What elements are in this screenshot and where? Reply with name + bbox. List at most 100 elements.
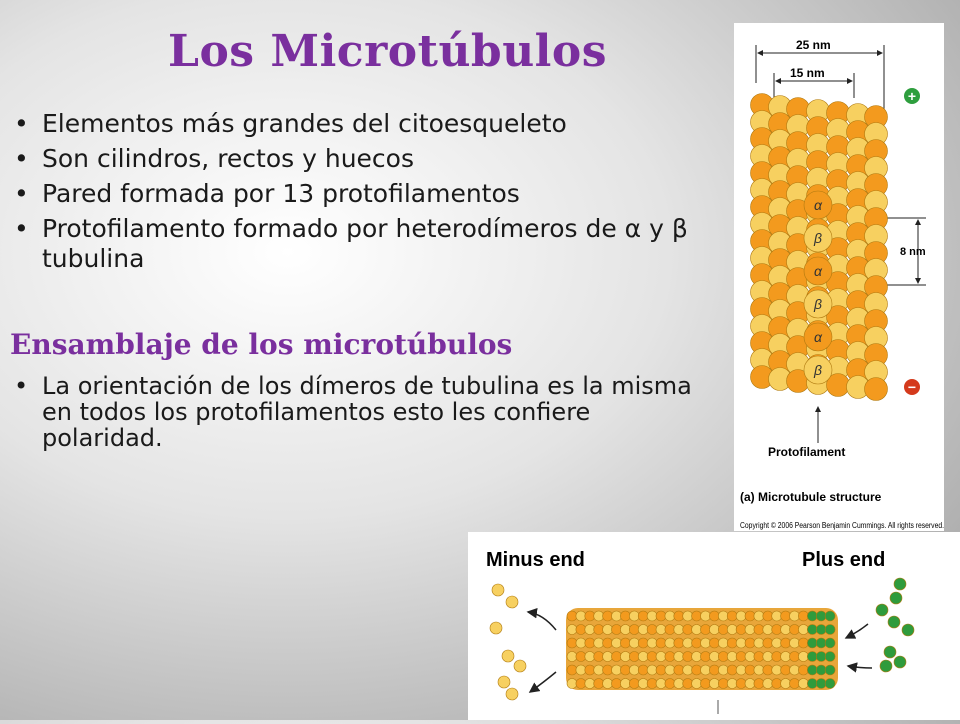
tubulin-subunit <box>629 624 640 635</box>
microtubule-polarity-figure: Minus end Plus end <box>468 532 960 720</box>
tubulin-subunit <box>700 651 711 662</box>
tubulin-subunit <box>726 637 738 649</box>
bullet-list: • Elementos más grandes del citoesqueleto… <box>6 109 706 279</box>
minus-end-arrow-bottom <box>528 671 557 693</box>
tubulin-subunit <box>762 678 774 689</box>
incoming-subunit <box>879 659 893 673</box>
dim-dimer-label: 8 nm <box>900 246 926 258</box>
tubulin-subunit <box>735 624 747 635</box>
tubulin-subunit <box>771 624 783 635</box>
tubulin-subunit <box>780 610 791 622</box>
beta-subunit <box>803 223 833 253</box>
tubulin-subunit <box>646 637 658 649</box>
tubulin-subunit <box>575 651 587 662</box>
tubulin-subunit <box>664 624 676 635</box>
new-subunit <box>815 678 827 689</box>
tubulin-subunit <box>753 664 765 676</box>
free-subunits <box>489 577 915 701</box>
tubulin-subunit <box>682 624 693 635</box>
tubulin-subunit <box>611 678 622 689</box>
tubulin-subunit <box>664 664 676 676</box>
tubulin-subunit <box>735 664 747 676</box>
bullet-item: • Pared formada por 13 protofilamentos <box>14 179 520 208</box>
new-subunit <box>815 637 827 649</box>
tubulin-subunit <box>798 651 809 662</box>
tubulin-subunit <box>744 637 756 649</box>
tubulin-subunit <box>735 610 747 622</box>
tubulin-subunit <box>637 624 649 635</box>
tubulin-subunit <box>780 624 791 635</box>
tubulin-subunit <box>718 624 729 635</box>
tubulin-subunit <box>593 624 604 635</box>
tubulin-subunit <box>700 664 711 676</box>
tubulin-subunit <box>780 678 791 689</box>
tubulin-subunit <box>673 664 685 676</box>
plus-sign: + <box>908 88 916 104</box>
tubulin-subunit <box>744 664 756 676</box>
tubulin-subunit <box>664 637 676 649</box>
tubulin-subunit <box>655 624 667 635</box>
tubulin-subunit <box>593 678 604 689</box>
new-subunit <box>806 651 818 662</box>
plus-end-arrow-bottom <box>846 662 873 673</box>
tubulin-subunit <box>798 637 809 649</box>
polarity-cylinder-subunits <box>566 610 836 689</box>
tubulin-subunit <box>762 637 774 649</box>
tubulin-subunit <box>584 637 596 649</box>
tubulin-subunit <box>566 651 578 662</box>
bullet-item: • Protofilamento formado por heterodímero… <box>14 214 688 273</box>
subunit-label: α <box>814 329 823 345</box>
tubulin-subunit <box>709 637 720 649</box>
tubulin-subunit <box>682 678 693 689</box>
bullet-dot: • <box>14 109 29 138</box>
tubulin-subunit <box>575 678 587 689</box>
bullet-item: • La orientación de los dímeros de tubuli… <box>14 372 692 452</box>
tubulin-subunit <box>718 664 729 676</box>
tubulin-subunit <box>646 651 658 662</box>
tubulin-subunit <box>735 678 747 689</box>
tubulin-subunit <box>637 678 649 689</box>
tubulin-subunit <box>798 664 809 676</box>
tubulin-subunit <box>789 664 800 676</box>
tubulin-subunit <box>602 637 613 649</box>
tubulin-subunit <box>620 651 631 662</box>
tubulin-subunit <box>718 610 729 622</box>
tubulin-subunit <box>575 664 587 676</box>
tubulin-subunit <box>620 664 631 676</box>
new-subunit <box>824 610 836 622</box>
tubulin-subunit <box>566 624 578 635</box>
tubulin-subunit <box>771 637 783 649</box>
tubulin-subunit <box>593 610 604 622</box>
incoming-subunit <box>883 645 897 659</box>
tubulin-subunit <box>664 678 676 689</box>
tubulin-subunit <box>664 610 676 622</box>
tubulin-subunit <box>566 610 578 622</box>
tubulin-subunit <box>753 610 765 622</box>
tubulin-subunit <box>700 637 711 649</box>
tubulin-subunit <box>771 664 783 676</box>
minus-end-marker <box>904 379 920 395</box>
incoming-subunit <box>889 591 903 605</box>
beta-subunit <box>803 355 833 385</box>
tubulin-subunit <box>673 637 685 649</box>
tubulin-subunit <box>789 610 800 622</box>
tubulin-subunit <box>753 651 765 662</box>
tubulin-subunit <box>593 637 604 649</box>
tubulin-subunit <box>584 610 596 622</box>
incoming-subunit <box>893 577 907 591</box>
tubulin-subunit <box>726 678 738 689</box>
tubulin-subunit <box>646 610 658 622</box>
alpha-tubulin <box>864 377 888 401</box>
dissociating-subunit <box>505 687 519 701</box>
tubulin-subunit <box>726 651 738 662</box>
subunit-label: β <box>813 362 822 378</box>
tubulin-subunit <box>620 637 631 649</box>
tubulin-subunit <box>655 610 667 622</box>
minus-end-label: Minus end <box>486 549 585 571</box>
subunit-label: β <box>813 296 822 312</box>
tubulin-subunit <box>789 651 800 662</box>
subunit-label: α <box>814 197 823 213</box>
bullet-dot: • <box>14 144 29 173</box>
tubulin-subunit <box>584 651 596 662</box>
tubulin-subunit <box>611 651 622 662</box>
